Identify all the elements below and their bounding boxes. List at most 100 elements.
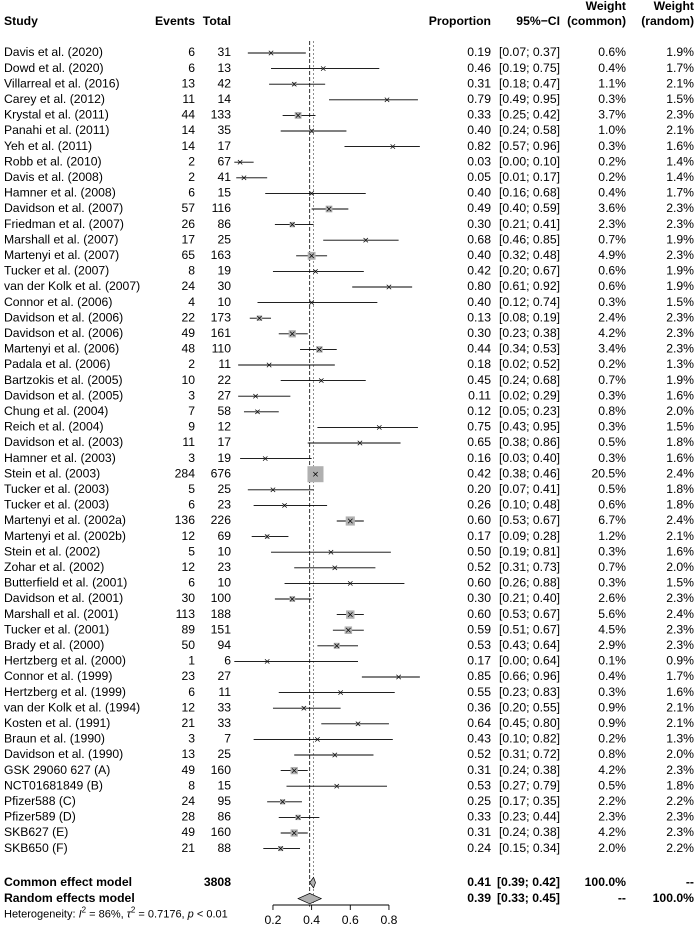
study-weight-random: 1.9%: [666, 45, 694, 59]
study-events: 14: [181, 139, 195, 153]
study-point-estimate: [282, 502, 288, 508]
study-total: 86: [217, 810, 231, 824]
study-proportion: 0.11: [468, 388, 491, 402]
study-weight-common: 0.3%: [598, 92, 626, 106]
study-point-estimate: [347, 518, 353, 524]
study-events: 284: [175, 466, 196, 480]
study-proportion: 0.68: [467, 232, 491, 246]
study-row: Friedman et al. (2007) 26 86 0.30 [0.21; 0.4…: [4, 217, 694, 231]
study-events: 3: [188, 388, 195, 402]
study-name: Davis et al. (2008): [4, 170, 103, 184]
study-point-estimate: [264, 658, 270, 664]
study-point-estimate: [253, 393, 259, 399]
study-weight-common: 5.6%: [598, 607, 626, 621]
study-total: 161: [211, 326, 232, 340]
study-events: 14: [181, 123, 195, 137]
study-total: 33: [217, 716, 231, 730]
study-total: 160: [211, 825, 232, 839]
study-point-estimate: [345, 627, 351, 633]
header-study: Study: [4, 14, 38, 28]
study-weight-random: 1.9%: [666, 279, 694, 293]
study-name: Reich et al. (2004): [4, 420, 104, 434]
study-weight-random: 1.7%: [666, 186, 694, 200]
study-weight-common: 2.2%: [598, 794, 626, 808]
study-row: Davidson et al. (2006) 49 161 0.30 [0.23; 0.…: [4, 326, 694, 340]
study-weight-common: 0.3%: [598, 295, 626, 309]
study-proportion: 0.05: [467, 170, 491, 184]
study-weight-common: 3.6%: [598, 201, 626, 215]
study-ci: [0.24; 0.68]: [499, 373, 560, 387]
study-ci: [0.07; 0.41]: [499, 482, 560, 496]
study-row: Stein et al. (2002) 5 10 0.50 [0.19; 0.81] 0.…: [4, 544, 694, 558]
study-weight-random: 2.3%: [666, 326, 694, 340]
study-weight-random: 1.3%: [666, 732, 694, 746]
summary-weight-random: 100.0%: [653, 891, 694, 905]
study-point-estimate: [266, 362, 272, 368]
study-point-estimate: [328, 549, 334, 555]
study-row: Hamner et al. (2003) 3 19 0.16 [0.03; 0.40] 0…: [4, 451, 694, 465]
study-events: 49: [181, 825, 195, 839]
study-row: Tucker et al. (2003) 5 25 0.20 [0.07; 0.41] 0…: [4, 482, 694, 496]
study-proportion: 0.03: [467, 154, 491, 168]
study-weight-common: 0.3%: [598, 685, 626, 699]
study-name: Davidson et al. (2006): [4, 326, 123, 340]
study-weight-random: 1.9%: [666, 264, 694, 278]
study-ci: [0.12; 0.74]: [499, 295, 560, 309]
study-point-estimate: [289, 222, 295, 228]
study-weight-random: 1.6%: [666, 685, 694, 699]
study-proportion: 0.42: [467, 264, 491, 278]
study-weight-random: 2.4%: [666, 513, 694, 527]
study-point-estimate: [264, 534, 270, 540]
study-name: Tucker et al. (2007): [4, 264, 109, 278]
study-point-estimate: [291, 81, 297, 87]
study-total: 10: [217, 295, 231, 309]
study-name: Hertzberg et al. (2000): [4, 654, 126, 668]
study-proportion: 0.53: [467, 638, 491, 652]
summary-ci: [0.39; 0.42]: [497, 875, 560, 889]
study-proportion: 0.26: [467, 498, 491, 512]
study-weight-common: 6.7%: [598, 513, 626, 527]
study-weight-common: 0.2%: [598, 732, 626, 746]
study-ci: [0.02; 0.52]: [499, 357, 560, 371]
study-weight-random: 1.7%: [666, 669, 694, 683]
study-ci: [0.26; 0.88]: [499, 576, 560, 590]
study-total: 67: [217, 154, 231, 168]
study-events: 5: [188, 482, 195, 496]
study-total: 160: [211, 763, 232, 777]
study-weight-common: 0.7%: [598, 373, 626, 387]
study-weight-random: 1.7%: [666, 61, 694, 75]
study-weight-common: 4.2%: [598, 825, 626, 839]
study-total: 33: [217, 700, 231, 714]
study-events: 1: [188, 654, 195, 668]
study-proportion: 0.65: [467, 435, 491, 449]
study-ci: [0.49; 0.95]: [499, 92, 560, 106]
study-row: Davidson et al. (2007) 57 116 0.49 [0.40; 0.…: [4, 201, 694, 215]
study-weight-common: 0.3%: [598, 420, 626, 434]
study-name: Friedman et al. (2007): [4, 217, 124, 231]
study-total: 13: [217, 61, 231, 75]
study-weight-random: 2.3%: [666, 825, 694, 839]
study-rows: Davis et al. (2020) 6 31 0.19 [0.07; 0.37] 0.…: [4, 45, 694, 855]
study-ci: [0.09; 0.28]: [499, 529, 560, 543]
study-ci: [0.18; 0.47]: [499, 76, 560, 90]
study-row: van der Kolk et al. (1994) 12 33 0.36 [0.20;…: [4, 700, 694, 714]
study-weight-random: 0.9%: [666, 654, 694, 668]
study-point-estimate: [241, 175, 247, 181]
study-weight-random: 2.2%: [666, 841, 694, 855]
study-events: 89: [181, 622, 195, 636]
study-point-estimate: [384, 97, 390, 103]
study-point-estimate: [332, 752, 338, 758]
study-point-estimate: [309, 128, 315, 134]
header-weight-common: Weight: [586, 0, 626, 13]
study-weight-common: 0.2%: [598, 170, 626, 184]
study-weight-common: 0.4%: [598, 186, 626, 200]
study-weight-common: 1.2%: [598, 529, 626, 543]
study-weight-common: 0.3%: [598, 451, 626, 465]
study-weight-random: 2.3%: [666, 108, 694, 122]
study-point-estimate: [313, 268, 318, 274]
study-row: Brady et al. (2000) 50 94 0.53 [0.43; 0.64] 2…: [4, 638, 694, 652]
study-events: 13: [181, 76, 195, 90]
study-total: 17: [217, 435, 231, 449]
study-ci: [0.07; 0.37]: [499, 45, 560, 59]
study-name: Padala et al. (2006): [4, 357, 110, 371]
